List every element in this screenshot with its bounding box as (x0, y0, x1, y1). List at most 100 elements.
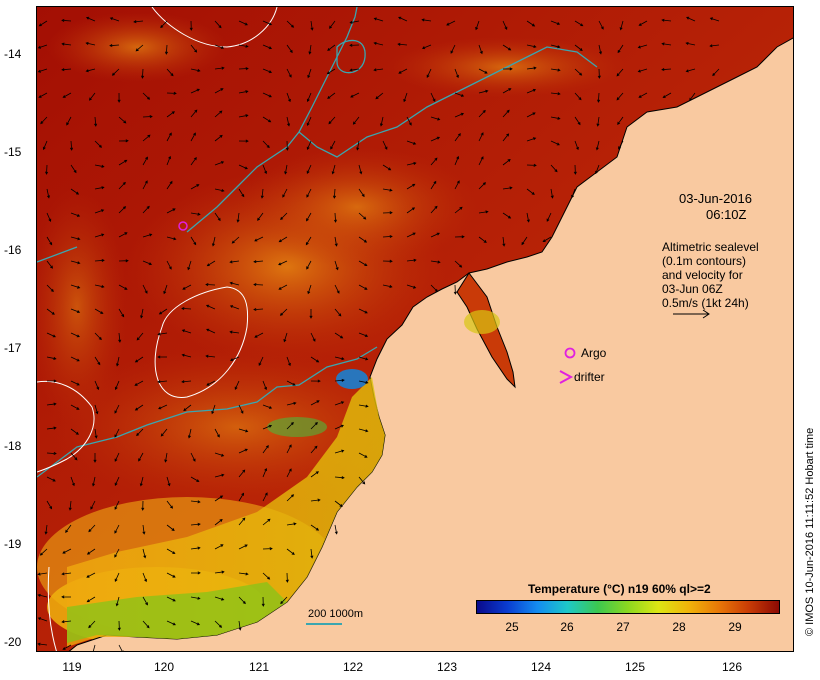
velocity-arrow-icon (308, 44, 312, 55)
velocity-arrow-icon (257, 212, 264, 221)
velocity-arrow-icon (214, 596, 225, 601)
velocity-arrow-icon (46, 500, 53, 510)
velocity-arrow-icon (258, 356, 264, 366)
velocity-arrow-icon (598, 44, 602, 55)
velocity-arrow-icon (262, 20, 273, 26)
velocity-arrow-icon (326, 68, 336, 75)
velocity-arrow-icon (111, 68, 120, 76)
velocity-arrow-icon (596, 116, 600, 127)
velocity-arrow-icon (234, 380, 240, 390)
velocity-arrow-icon (142, 115, 153, 119)
velocity-arrow-icon (454, 112, 465, 118)
velocity-arrow-icon (406, 232, 416, 238)
velocity-arrow-icon (595, 140, 600, 151)
sealevel-contour (154, 286, 249, 398)
drifter-legend-label: drifter (574, 370, 605, 384)
velocity-arrow-icon (280, 596, 288, 605)
velocity-arrow-icon (92, 476, 96, 487)
velocity-arrow-icon (42, 140, 48, 151)
velocity-arrow-icon (238, 114, 249, 118)
velocity-arrow-icon (166, 548, 176, 554)
velocity-arrow-icon (90, 500, 96, 510)
velocity-arrow-icon (358, 236, 368, 243)
velocity-arrow-icon (190, 476, 200, 482)
velocity-arrow-icon (37, 617, 48, 622)
sst-map-canvas (37, 7, 793, 651)
velocity-arrow-icon (136, 332, 144, 341)
velocity-arrow-icon (238, 596, 246, 605)
velocity-arrow-icon (502, 236, 506, 247)
velocity-arrow-icon (349, 20, 360, 24)
velocity-arrow-icon (430, 205, 438, 214)
velocity-arrow-icon (114, 548, 120, 558)
velocity-arrow-icon (262, 467, 268, 478)
velocity-arrow-icon (382, 188, 393, 192)
velocity-arrow-icon (166, 155, 171, 166)
velocity-arrow-icon (306, 188, 312, 198)
velocity-arrow-icon (40, 116, 48, 125)
velocity-arrow-icon (70, 452, 78, 461)
velocity-arrow-icon (45, 164, 49, 175)
velocity-arrow-icon (406, 258, 417, 262)
velocity-arrow-icon (421, 18, 432, 22)
velocity-arrow-icon (166, 208, 176, 214)
velocity-arrow-icon (526, 137, 537, 142)
velocity-arrow-icon (85, 41, 96, 46)
velocity-arrow-icon (166, 596, 176, 602)
info-line: and velocity for (662, 268, 743, 282)
velocity-arrow-icon (190, 236, 197, 246)
velocity-arrow-icon (478, 132, 484, 142)
velocity-arrow-icon (478, 210, 489, 214)
velocity-arrow-icon (238, 492, 245, 502)
velocity-arrow-icon (382, 211, 393, 215)
velocity-arrow-icon (70, 476, 75, 487)
velocity-arrow-icon (502, 67, 513, 71)
velocity-arrow-icon (262, 492, 268, 502)
velocity-arrow-icon (61, 68, 72, 72)
imos-credit: © IMOS 10-Jun-2016 11:11:52 Hobart time (804, 427, 816, 636)
velocity-arrow-icon (373, 41, 384, 46)
velocity-arrow-icon (190, 546, 201, 550)
velocity-arrow-icon (214, 570, 225, 574)
velocity-arrow-icon (190, 571, 201, 575)
velocity-arrow-icon (46, 260, 54, 269)
velocity-arrow-icon (166, 180, 173, 190)
velocity-arrow-icon (406, 207, 416, 214)
velocity-arrow-icon (70, 212, 81, 217)
velocity-arrow-icon (278, 236, 288, 243)
velocity-arrow-icon (305, 236, 312, 246)
velocity-arrow-icon (85, 68, 96, 73)
velocity-arrow-icon (189, 20, 193, 31)
velocity-arrow-icon (661, 42, 672, 46)
velocity-arrow-icon (190, 157, 197, 166)
velocity-arrow-icon (117, 620, 121, 631)
velocity-arrow-icon (70, 260, 81, 265)
velocity-arrow-icon (166, 524, 175, 532)
velocity-arrow-icon (238, 517, 246, 526)
velocity-arrows (37, 16, 720, 651)
velocity-arrow-icon (94, 258, 105, 262)
velocity-arrow-icon (334, 378, 345, 382)
velocity-arrow-icon (214, 88, 224, 94)
velocity-arrow-icon (286, 548, 295, 555)
velocity-arrow-icon (310, 332, 316, 342)
velocity-arrow-icon (61, 620, 72, 624)
velocity-arrow-icon (134, 380, 144, 386)
velocity-arrow-icon (114, 500, 120, 510)
velocity-arrow-icon (238, 139, 249, 143)
velocity-arrow-icon (430, 136, 441, 142)
velocity-arrow-icon (550, 20, 561, 25)
velocity-arrow-icon (88, 92, 96, 101)
velocity-arrow-icon (310, 379, 321, 383)
velocity-arrow-icon (238, 572, 249, 576)
velocity-arrow-icon (352, 116, 360, 125)
velocity-arrow-icon (310, 548, 314, 559)
lat-tick-label: -19 (4, 537, 22, 551)
velocity-arrow-icon (229, 356, 240, 362)
velocity-arrow-icon (262, 68, 273, 74)
velocity-arrow-icon (358, 164, 363, 175)
velocity-arrow-icon (262, 404, 273, 409)
lat-tick-label: -15 (4, 145, 22, 159)
lon-tick-label: 119 (62, 660, 82, 674)
velocity-arrow-icon (46, 426, 57, 430)
